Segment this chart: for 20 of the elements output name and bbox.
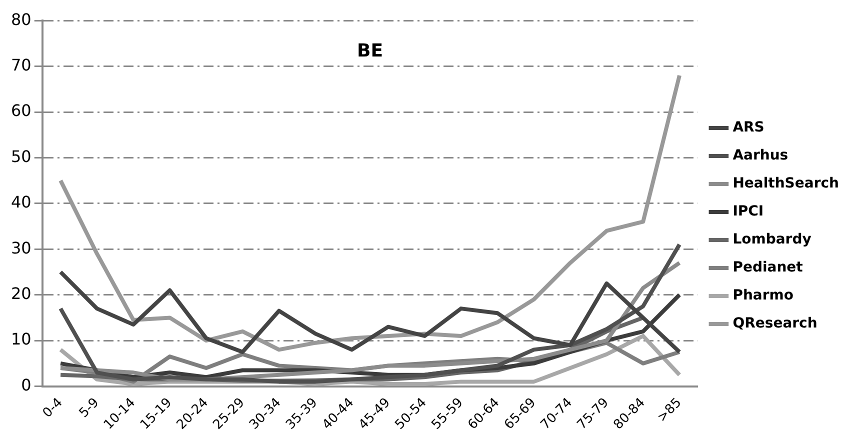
y-tick-label: 70 bbox=[11, 55, 32, 74]
y-tick-label: 50 bbox=[11, 146, 32, 166]
y-tick-label: 60 bbox=[11, 101, 32, 120]
x-tick-label: 5-9 bbox=[76, 395, 102, 422]
text: BE bbox=[357, 40, 384, 62]
y-tick-label: 10 bbox=[11, 330, 32, 349]
x-tick-label: 0-4 bbox=[40, 395, 66, 422]
y-tick-label: 30 bbox=[11, 238, 32, 258]
y-tick-label: 40 bbox=[11, 192, 32, 212]
legend-label: HealthSearch bbox=[732, 176, 839, 192]
legend-label: QResearch bbox=[732, 316, 818, 332]
legend-label: Pedianet bbox=[732, 260, 804, 276]
legend-label: Lombardy bbox=[732, 232, 812, 248]
legend-label: IPCI bbox=[732, 204, 764, 220]
y-tick-label: 0 bbox=[21, 375, 32, 394]
y-tick-label: 20 bbox=[11, 284, 32, 303]
legend-label: Pharmo bbox=[732, 288, 794, 304]
legend-label: ARS bbox=[732, 120, 764, 136]
y-tick-label: 80 bbox=[11, 10, 32, 29]
legend-label: Aarhus bbox=[732, 148, 788, 164]
